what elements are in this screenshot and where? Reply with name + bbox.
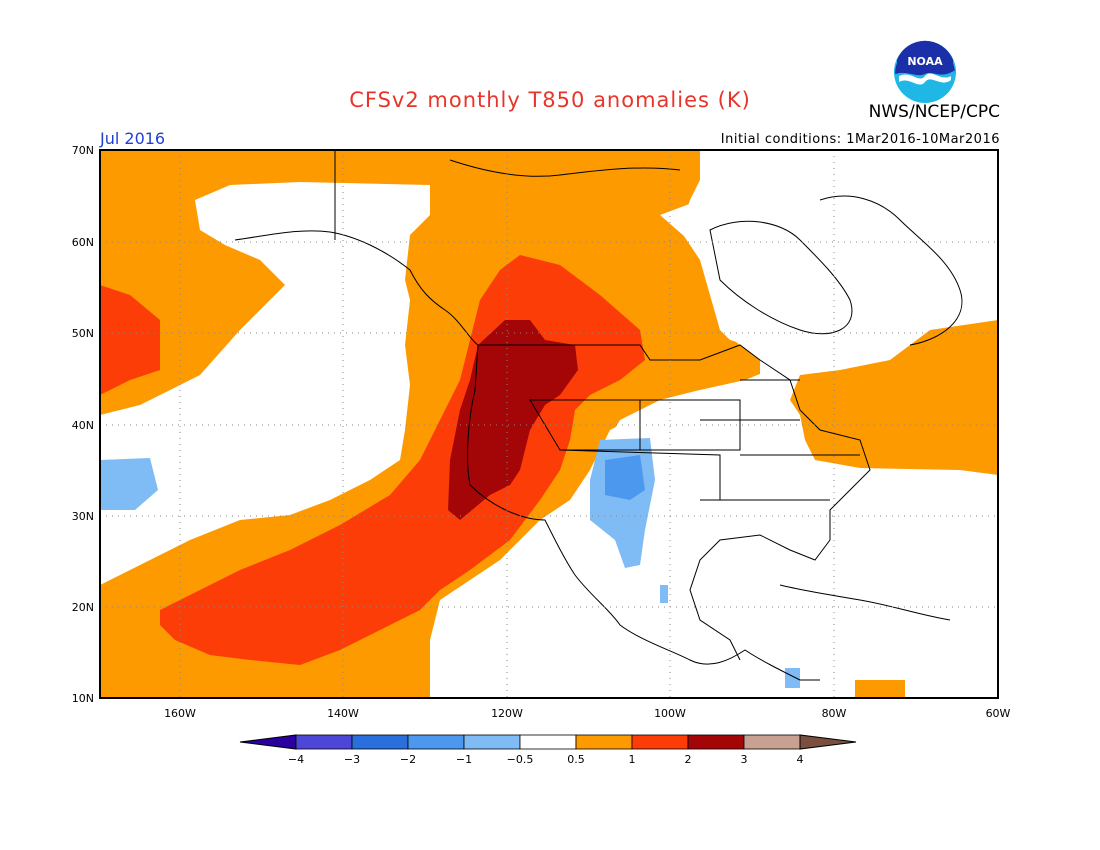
initial-conditions: Initial conditions: 1Mar2016-10Mar2016 <box>720 132 1000 147</box>
lat-label: 20N <box>72 601 94 614</box>
lat-label: 60N <box>72 236 94 249</box>
colorbar-swatch <box>575 734 633 750</box>
colorbar-label: −0.5 <box>507 753 534 766</box>
colorbar-swatch <box>687 734 745 750</box>
anomaly-region-lightblue-dot <box>660 585 668 603</box>
colorbar-label: 4 <box>797 753 804 766</box>
plot-frame <box>99 149 999 699</box>
lon-label: 80W <box>822 707 847 720</box>
anomaly-region-red-west <box>100 285 160 395</box>
longitude-axis: 160W 140W 120W 100W 80W 60W <box>164 707 1010 720</box>
lat-label: 70N <box>72 144 94 157</box>
colorbar-swatch <box>407 734 465 750</box>
anomaly-region-orange-east <box>790 320 998 475</box>
noaa-logo: NOAA <box>894 40 956 103</box>
anomaly-region-lightblue-ca <box>785 668 800 688</box>
map-title: CFSv2 monthly T850 anomalies (K) <box>349 88 751 112</box>
anomaly-region-lightblue <box>100 458 158 510</box>
svg-text:NOAA: NOAA <box>907 55 943 68</box>
lon-label: 140W <box>327 707 359 720</box>
colorbar-arrow-right <box>799 734 857 750</box>
anomaly-region-white-pacific <box>100 182 430 585</box>
colorbar-swatch <box>519 734 577 750</box>
colorbar-swatch <box>351 734 409 750</box>
latitude-axis: 70N 60N 50N 40N 30N 20N 10N <box>72 144 94 705</box>
colorbar-label: 2 <box>685 753 692 766</box>
lat-label: 50N <box>72 327 94 340</box>
colorbar-arrow-left <box>239 734 297 750</box>
lat-label: 40N <box>72 419 94 432</box>
anomaly-region-orange-small <box>855 680 905 698</box>
forecast-month: Jul 2016 <box>100 129 166 148</box>
anomaly-region-blue-sw <box>605 455 645 500</box>
colorbar: −4 −3 −2 −1 −0.5 0.5 1 2 3 4 <box>239 734 857 766</box>
colorbar-label: −4 <box>288 753 304 766</box>
colorbar-swatch <box>631 734 689 750</box>
colorbar-label: 3 <box>741 753 748 766</box>
lat-label: 30N <box>72 510 94 523</box>
colorbar-label: −3 <box>344 753 360 766</box>
anomaly-region-white-east <box>440 150 998 698</box>
colorbar-label: −2 <box>400 753 416 766</box>
colorbar-label: 0.5 <box>567 753 585 766</box>
colorbar-swatch <box>295 734 353 750</box>
lon-label: 120W <box>491 707 523 720</box>
lon-label: 160W <box>164 707 196 720</box>
coastlines <box>234 150 963 681</box>
colorbar-swatch <box>743 734 801 750</box>
graticule <box>100 150 998 698</box>
colorbar-swatch <box>463 734 521 750</box>
lon-label: 60W <box>986 707 1011 720</box>
anomaly-region-darkred <box>448 320 578 520</box>
lon-label: 100W <box>654 707 686 720</box>
agency-label: NWS/NCEP/CPC <box>868 102 1000 122</box>
lat-label: 10N <box>72 692 94 705</box>
anomaly-field <box>100 150 998 698</box>
colorbar-label: 1 <box>629 753 636 766</box>
colorbar-label: −1 <box>456 753 472 766</box>
